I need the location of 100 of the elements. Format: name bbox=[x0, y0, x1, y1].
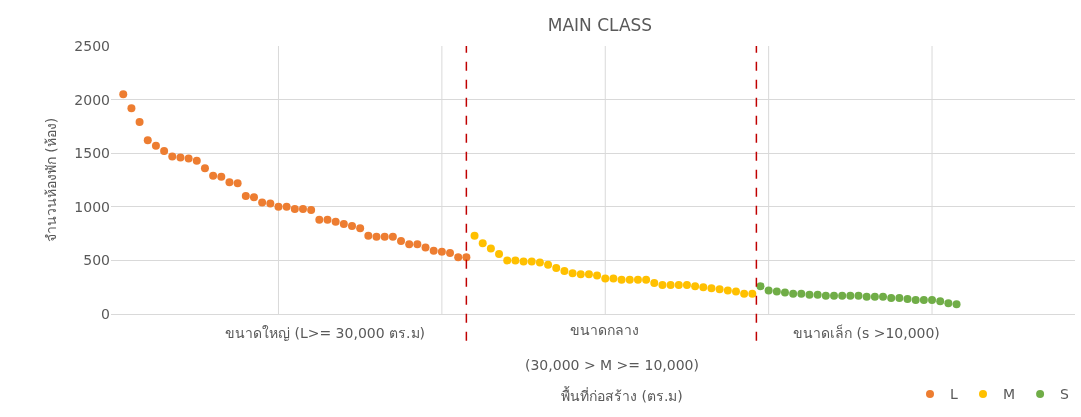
point bbox=[780, 288, 789, 297]
point bbox=[437, 247, 446, 256]
point bbox=[895, 293, 904, 302]
point bbox=[911, 296, 920, 305]
point bbox=[797, 289, 806, 298]
point bbox=[740, 289, 749, 298]
point bbox=[707, 284, 716, 293]
point bbox=[192, 156, 201, 165]
point bbox=[772, 287, 781, 296]
point bbox=[674, 281, 683, 290]
point bbox=[527, 257, 536, 266]
point bbox=[266, 199, 275, 208]
x-axis-title: พื้นที่ก่อสร้าง (ตร.ม) bbox=[561, 386, 683, 404]
point bbox=[756, 282, 765, 291]
y-tick-label: 2000 bbox=[74, 91, 110, 108]
point bbox=[642, 275, 651, 284]
point bbox=[462, 253, 471, 262]
point bbox=[887, 293, 896, 302]
legend-label: M bbox=[1003, 386, 1016, 403]
point bbox=[429, 246, 438, 255]
point bbox=[944, 299, 953, 308]
point bbox=[200, 164, 209, 173]
point bbox=[919, 296, 928, 305]
point bbox=[535, 258, 544, 267]
point bbox=[249, 193, 258, 202]
point bbox=[397, 237, 406, 246]
y-tick-label: 1000 bbox=[74, 198, 110, 215]
point bbox=[446, 248, 455, 257]
point bbox=[331, 217, 340, 226]
point bbox=[650, 278, 659, 287]
point bbox=[666, 281, 675, 290]
point bbox=[217, 172, 226, 181]
point bbox=[241, 192, 250, 201]
point bbox=[584, 270, 593, 279]
point bbox=[682, 281, 691, 290]
point bbox=[307, 206, 316, 215]
point bbox=[135, 118, 144, 127]
point bbox=[601, 274, 610, 283]
point bbox=[936, 297, 945, 306]
point bbox=[413, 240, 422, 249]
point bbox=[454, 253, 463, 262]
point bbox=[323, 215, 332, 224]
point bbox=[503, 256, 512, 265]
point bbox=[617, 275, 626, 284]
point bbox=[903, 294, 912, 303]
point bbox=[633, 275, 642, 284]
point bbox=[952, 300, 961, 309]
point bbox=[486, 244, 495, 253]
point bbox=[609, 274, 618, 283]
point bbox=[290, 204, 299, 213]
text: ขนาดใหญ่ (L>= 30,000 ตร.ม) bbox=[225, 325, 425, 341]
point bbox=[339, 219, 348, 228]
point bbox=[593, 271, 602, 280]
point bbox=[388, 232, 397, 241]
point bbox=[176, 153, 185, 162]
point bbox=[715, 285, 724, 294]
point bbox=[127, 104, 136, 113]
point bbox=[151, 141, 160, 150]
point bbox=[691, 282, 700, 291]
point bbox=[568, 269, 577, 278]
point bbox=[160, 147, 169, 156]
text: ขนาดเล็ก (s >10,000) bbox=[793, 324, 940, 341]
point bbox=[789, 289, 798, 298]
point bbox=[805, 290, 814, 299]
point bbox=[838, 291, 847, 300]
point bbox=[119, 90, 128, 99]
point bbox=[723, 286, 732, 295]
y-axis-title: จำนวนห้องพัก (ห้อง) bbox=[42, 117, 59, 243]
point bbox=[748, 289, 757, 298]
point bbox=[928, 296, 937, 305]
point bbox=[348, 222, 356, 231]
point bbox=[830, 291, 838, 300]
point bbox=[552, 263, 561, 272]
point bbox=[298, 204, 307, 213]
point bbox=[470, 231, 479, 240]
point bbox=[225, 178, 234, 187]
legend-label: S bbox=[1060, 386, 1070, 403]
point bbox=[274, 202, 283, 211]
point bbox=[356, 224, 365, 233]
legend-label: L bbox=[950, 386, 958, 403]
point bbox=[658, 281, 667, 290]
point bbox=[821, 291, 830, 300]
point bbox=[209, 171, 218, 180]
point bbox=[282, 202, 291, 211]
point bbox=[168, 152, 177, 161]
point bbox=[421, 243, 430, 252]
chart-title: MAIN CLASS bbox=[547, 14, 653, 35]
point bbox=[519, 257, 528, 266]
point bbox=[258, 198, 267, 207]
point bbox=[731, 287, 740, 296]
y-tick-label: 0 bbox=[101, 305, 110, 322]
point bbox=[372, 232, 381, 241]
point bbox=[315, 215, 324, 224]
point bbox=[576, 270, 585, 279]
point bbox=[405, 240, 414, 249]
point bbox=[544, 260, 553, 269]
text: ขนาดกลาง bbox=[570, 322, 639, 338]
point bbox=[495, 249, 504, 258]
y-tick-label: 2500 bbox=[74, 37, 110, 54]
point bbox=[560, 267, 569, 276]
